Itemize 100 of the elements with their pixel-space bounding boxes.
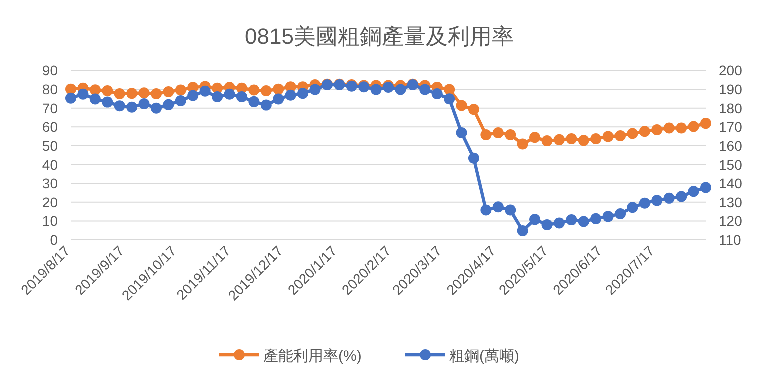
point [627, 202, 638, 214]
point [66, 84, 76, 95]
point [530, 214, 541, 226]
point [444, 94, 456, 105]
y-tick-label: 0 [50, 232, 58, 248]
point [652, 195, 663, 206]
point [468, 152, 480, 164]
point [602, 131, 614, 142]
y-tick-label: 70 [42, 100, 58, 116]
point [150, 88, 162, 100]
point [566, 214, 578, 226]
y2-tick-label: 160 [719, 138, 743, 154]
point [456, 100, 468, 112]
point [260, 100, 272, 111]
point [517, 138, 528, 150]
y2-tick-label: 180 [719, 100, 743, 116]
point [444, 84, 456, 96]
point [298, 88, 309, 100]
point [188, 90, 199, 102]
point [480, 130, 492, 141]
point [175, 95, 186, 106]
point [542, 219, 553, 230]
point [138, 88, 150, 99]
point [90, 94, 101, 105]
point [676, 191, 688, 202]
y2-tick-label: 140 [719, 176, 743, 192]
point [554, 134, 565, 146]
point [615, 208, 626, 220]
point [590, 133, 602, 144]
point [273, 84, 284, 95]
point [126, 88, 138, 100]
point [456, 127, 468, 138]
point [420, 84, 431, 96]
point [468, 104, 480, 116]
point [370, 84, 382, 96]
point [163, 86, 174, 98]
title: 0815美國粗鋼產量及利用率 [245, 24, 514, 49]
point [652, 124, 663, 136]
y2-tick-label: 130 [719, 194, 743, 210]
point [505, 130, 516, 141]
point [102, 86, 114, 97]
point [90, 84, 101, 96]
point [114, 88, 126, 100]
y-tick-label: 20 [42, 194, 58, 210]
point [517, 225, 528, 236]
point [102, 96, 114, 108]
y-tick-label: 60 [42, 119, 58, 136]
point [590, 213, 602, 224]
point [248, 84, 260, 96]
y2-tick-label: 120 [719, 213, 743, 230]
point [530, 132, 541, 144]
point [175, 84, 186, 96]
point [138, 98, 150, 110]
point [615, 130, 626, 142]
y2-tick-label: 150 [719, 156, 743, 173]
point [639, 198, 650, 209]
point [200, 86, 211, 97]
y2-tick-label: 200 [719, 62, 743, 79]
point [480, 204, 492, 216]
y-tick-label: 80 [42, 82, 58, 98]
point [566, 133, 578, 144]
point [578, 216, 590, 228]
point [688, 121, 700, 132]
point [163, 99, 174, 110]
y2-tick-label: 110 [719, 232, 742, 248]
point [602, 211, 614, 222]
point [126, 102, 138, 113]
y-tick-label: 10 [42, 213, 58, 230]
point [578, 135, 590, 146]
point [639, 126, 650, 138]
point [150, 102, 162, 114]
point [700, 118, 712, 130]
point [285, 90, 296, 101]
point [310, 84, 321, 96]
point [700, 182, 712, 194]
point [114, 100, 126, 112]
y-tick-label: 30 [42, 176, 58, 192]
y2-tick-label: 170 [719, 119, 743, 136]
y-tick-label: 40 [42, 156, 58, 173]
point [664, 122, 675, 134]
point [78, 88, 89, 100]
point [395, 84, 406, 96]
point [505, 204, 516, 216]
point [236, 92, 248, 103]
point [688, 186, 700, 198]
point [432, 88, 443, 100]
point [66, 92, 76, 104]
legend-label: 粗鋼(萬噸) [450, 348, 520, 365]
y-tick-label: 90 [42, 62, 58, 79]
point [542, 136, 553, 147]
point [212, 92, 224, 103]
point [664, 192, 675, 204]
point [492, 127, 504, 138]
legend-label: 產能利用率(%) [264, 348, 362, 365]
point [554, 218, 565, 229]
point [627, 128, 638, 140]
y-tick-label: 50 [42, 138, 58, 154]
point [224, 88, 236, 100]
point [260, 86, 272, 97]
point [273, 94, 284, 105]
